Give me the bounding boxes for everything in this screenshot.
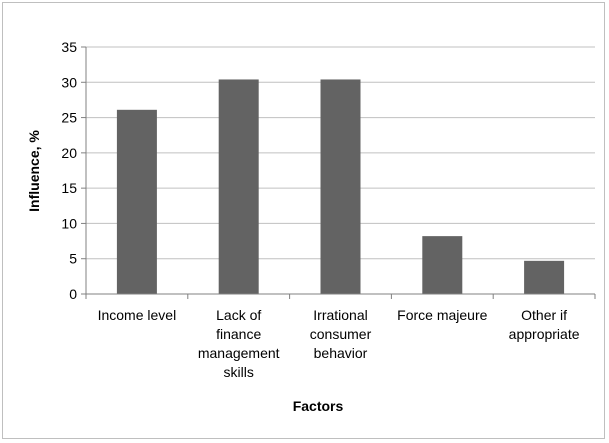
y-axis-title: Influence, % bbox=[26, 130, 42, 212]
y-tick-label: 5 bbox=[69, 251, 77, 267]
y-tick-label: 0 bbox=[69, 286, 77, 302]
y-tick-label: 20 bbox=[61, 145, 77, 161]
bars bbox=[116, 79, 565, 295]
x-tick-label: Irrational consumer behavior bbox=[310, 307, 372, 361]
bar bbox=[524, 260, 565, 294]
y-tick-label: 25 bbox=[61, 110, 77, 126]
y-tick-labels: 0 5 10 15 20 25 30 35 bbox=[61, 39, 77, 302]
y-tick-label: 15 bbox=[61, 180, 77, 196]
x-tick-label: Income level bbox=[98, 307, 177, 323]
x-tick-label: Force majeure bbox=[397, 307, 487, 323]
chart-frame bbox=[2, 2, 605, 439]
x-axis-title: Factors bbox=[293, 398, 344, 414]
bar bbox=[422, 236, 463, 294]
y-tick-label: 35 bbox=[61, 39, 77, 55]
y-tick-label: 30 bbox=[61, 74, 77, 90]
bar bbox=[116, 109, 157, 295]
axes bbox=[85, 47, 596, 299]
y-tick-label: 10 bbox=[61, 215, 77, 231]
x-tick-label: Other if appropriate bbox=[509, 307, 580, 342]
bar bbox=[218, 79, 259, 294]
bar bbox=[320, 79, 361, 294]
x-tick-labels: Income level Lack of finance management skil… bbox=[98, 307, 580, 380]
x-tick-label: Lack of finance management skills bbox=[198, 307, 280, 380]
